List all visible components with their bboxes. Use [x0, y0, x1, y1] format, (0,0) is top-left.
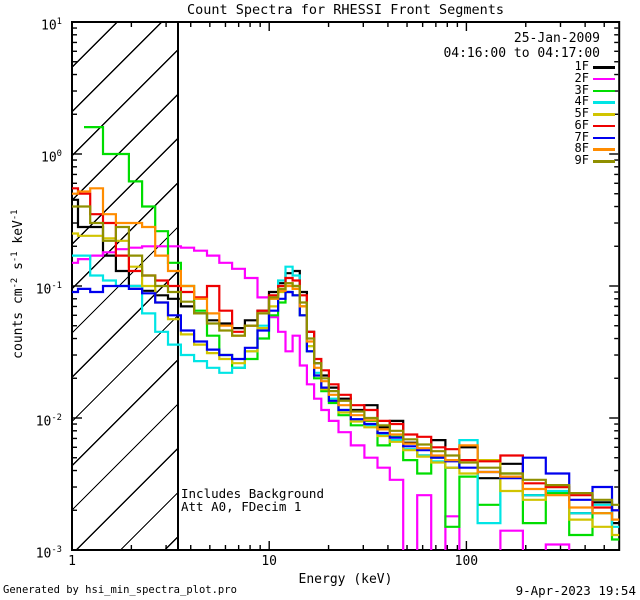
- annotation-attenuator-state: Att A0, FDecim 1: [181, 499, 302, 514]
- plot-frame: [71, 21, 621, 551]
- legend-entry-7F: 7F: [400, 129, 618, 144]
- series-line-8F: [72, 187, 620, 521]
- legend-entry-4F: 4F: [400, 94, 618, 109]
- legend-date: 25-Jan-2009: [513, 31, 600, 46]
- legend: 25-Jan-2009 04:16:00 to 04:17:00 1F 2F 3F 4…: [400, 31, 618, 167]
- legend-color-swatch: [593, 101, 615, 104]
- legend-entry-label: 8F: [574, 141, 589, 156]
- series-line-3F: [84, 126, 620, 541]
- legend-color-swatch: [593, 124, 615, 128]
- spectra-curves: [72, 126, 620, 550]
- legend-entries: 1F 2F 3F 4F 5F 6F 7F 8F 9F: [400, 59, 618, 167]
- legend-time-range: 04:16:00 to 04:17:00: [443, 46, 600, 61]
- legend-color-swatch: [593, 77, 615, 81]
- series-line-9F: [72, 205, 620, 506]
- legend-entry-6F: 6F: [400, 117, 618, 132]
- legend-entry-label: 4F: [574, 94, 589, 109]
- legend-entry-5F: 5F: [400, 106, 618, 120]
- x-tick-label: 1: [68, 554, 76, 569]
- x-tick-label: 100: [454, 554, 479, 569]
- y-axis-label: counts cm-2 s-1 keV-1: [9, 209, 27, 359]
- legend-color-swatch: [593, 89, 615, 93]
- timestamp-text: 9-Apr-2023 19:54: [515, 583, 636, 598]
- legend-entry-label: 7F: [574, 129, 589, 144]
- legend-entry-label: 2F: [574, 70, 589, 85]
- y-tick-label: 10-1: [35, 281, 62, 298]
- y-tick-label: 101: [41, 17, 62, 34]
- legend-entry-label: 6F: [574, 117, 589, 132]
- y-tick-label: 10-3: [35, 545, 62, 562]
- legend-entry-1F: 1F: [400, 59, 618, 73]
- legend-entry-3F: 3F: [400, 82, 618, 97]
- legend-color-swatch: [593, 160, 615, 163]
- x-tick-label: 10: [261, 554, 278, 569]
- legend-color-swatch: [593, 148, 615, 151]
- legend-entry-label: 5F: [574, 106, 589, 120]
- legend-color-swatch: [593, 66, 615, 69]
- legend-entry-2F: 2F: [400, 70, 618, 85]
- annotation-includes-background: Includes Background: [181, 486, 324, 501]
- generated-by-text: Generated by hsi_min_spectra_plot.pro: [3, 584, 237, 596]
- legend-entry-9F: 9F: [400, 153, 618, 167]
- legend-entry-label: 3F: [574, 82, 589, 97]
- legend-entry-label: 9F: [574, 153, 589, 167]
- legend-entry-8F: 8F: [400, 141, 618, 156]
- x-axis-label: Energy (keV): [298, 572, 393, 587]
- page-title: Count Spectra for RHESSI Front Segments: [187, 2, 504, 18]
- legend-color-swatch: [593, 113, 615, 116]
- y-tick-label: 100: [41, 149, 62, 166]
- legend-entry-label: 1F: [574, 59, 589, 73]
- legend-color-swatch: [593, 136, 615, 140]
- y-tick-label: 10-2: [35, 413, 62, 430]
